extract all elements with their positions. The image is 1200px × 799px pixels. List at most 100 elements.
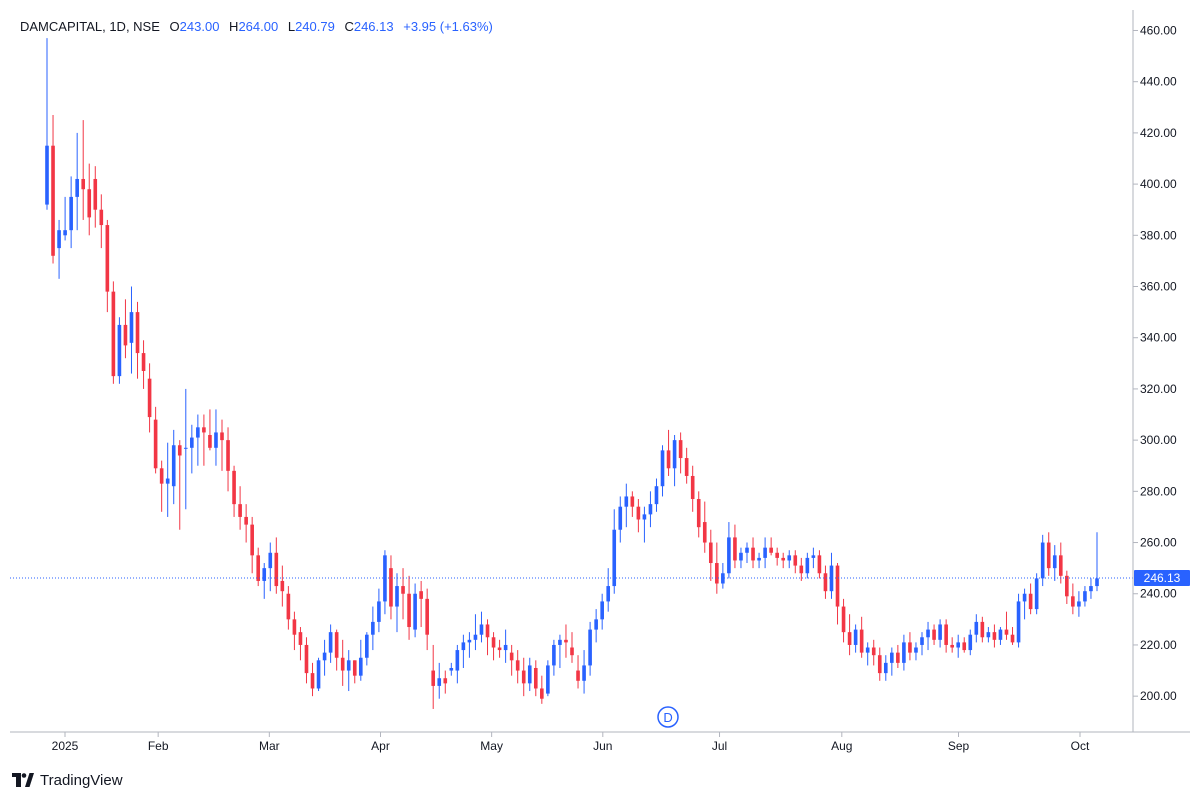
- candle[interactable]: [576, 655, 580, 689]
- candle[interactable]: [980, 616, 985, 643]
- candle[interactable]: [775, 547, 779, 566]
- candle[interactable]: [467, 632, 472, 658]
- candle[interactable]: [974, 614, 979, 643]
- candle[interactable]: [859, 616, 864, 658]
- candle[interactable]: [594, 609, 598, 643]
- candlestick-chart[interactable]: 200.00 220.00 240.00 260.00 280.00 300.00 320.…: [10, 10, 1190, 763]
- candle[interactable]: [1058, 542, 1063, 584]
- candle[interactable]: [147, 363, 152, 433]
- candle[interactable]: [666, 429, 671, 476]
- candle[interactable]: [546, 660, 550, 697]
- candle[interactable]: [533, 660, 538, 697]
- candle[interactable]: [1034, 573, 1039, 615]
- dividend-marker-icon[interactable]: D: [657, 706, 679, 728]
- candle[interactable]: [377, 588, 381, 633]
- candle[interactable]: [509, 644, 514, 676]
- candle[interactable]: [793, 550, 798, 574]
- candle[interactable]: [715, 542, 719, 594]
- candle[interactable]: [890, 647, 894, 676]
- candle[interactable]: [521, 657, 526, 697]
- candle[interactable]: [648, 491, 653, 528]
- candle[interactable]: [920, 632, 924, 656]
- candle[interactable]: [1040, 534, 1045, 587]
- candle[interactable]: [1022, 588, 1027, 620]
- candle[interactable]: [1016, 593, 1021, 648]
- candle[interactable]: [352, 660, 357, 684]
- candle[interactable]: [262, 563, 267, 599]
- candle[interactable]: [159, 460, 164, 512]
- candle[interactable]: [739, 547, 743, 569]
- candle[interactable]: [1071, 583, 1075, 615]
- candle[interactable]: [93, 166, 98, 228]
- candle[interactable]: [630, 491, 635, 517]
- candle[interactable]: [105, 219, 110, 313]
- candle[interactable]: [322, 639, 327, 676]
- candle[interactable]: [117, 317, 122, 384]
- symbol-label[interactable]: DAMCAPITAL, 1D, NSE: [20, 19, 160, 34]
- candle[interactable]: [702, 501, 707, 553]
- candle[interactable]: [371, 606, 375, 651]
- candle[interactable]: [346, 650, 351, 692]
- candle[interactable]: [944, 619, 948, 653]
- candle[interactable]: [208, 409, 212, 451]
- candle[interactable]: [606, 568, 611, 612]
- candle[interactable]: [413, 583, 417, 638]
- candle[interactable]: [636, 499, 641, 533]
- candle[interactable]: [298, 627, 303, 661]
- candle[interactable]: [214, 409, 218, 466]
- candle[interactable]: [564, 624, 568, 658]
- candle[interactable]: [274, 537, 279, 594]
- candle[interactable]: [111, 281, 116, 384]
- candle[interactable]: [503, 629, 508, 663]
- candle[interactable]: [805, 552, 810, 579]
- candle[interactable]: [310, 662, 315, 697]
- candle[interactable]: [165, 442, 170, 517]
- candle[interactable]: [914, 642, 918, 661]
- candle[interactable]: [316, 657, 321, 692]
- candle[interactable]: [956, 634, 961, 658]
- candle[interactable]: [238, 486, 242, 530]
- candle[interactable]: [407, 575, 411, 640]
- candle[interactable]: [558, 634, 562, 668]
- candle[interactable]: [395, 573, 399, 633]
- candle[interactable]: [479, 611, 484, 643]
- candle[interactable]: [431, 644, 436, 709]
- candle[interactable]: [340, 639, 345, 686]
- candle[interactable]: [902, 634, 906, 671]
- candle[interactable]: [232, 465, 236, 517]
- candle[interactable]: [286, 586, 291, 630]
- candle[interactable]: [87, 163, 92, 236]
- candle[interactable]: [877, 647, 882, 681]
- candle[interactable]: [787, 550, 792, 569]
- candle[interactable]: [684, 447, 689, 484]
- candle[interactable]: [57, 219, 61, 279]
- candle[interactable]: [358, 639, 363, 681]
- candle[interactable]: [853, 624, 858, 653]
- candle[interactable]: [268, 542, 273, 592]
- candle[interactable]: [81, 120, 86, 220]
- candle[interactable]: [721, 563, 725, 589]
- candle[interactable]: [425, 588, 429, 651]
- candle[interactable]: [1089, 578, 1093, 599]
- candle[interactable]: [1083, 586, 1087, 607]
- candle[interactable]: [708, 529, 713, 581]
- candle[interactable]: [365, 632, 369, 666]
- candle[interactable]: [678, 432, 683, 474]
- candle[interactable]: [99, 194, 104, 249]
- candle[interactable]: [328, 624, 333, 663]
- candle[interactable]: [962, 637, 967, 653]
- candle[interactable]: [515, 650, 520, 684]
- candle[interactable]: [45, 38, 49, 210]
- candle[interactable]: [624, 483, 629, 528]
- candle[interactable]: [1004, 611, 1009, 640]
- candle[interactable]: [75, 132, 79, 231]
- candle[interactable]: [226, 427, 230, 492]
- candle[interactable]: [1046, 532, 1051, 576]
- candle[interactable]: [250, 516, 254, 574]
- candle[interactable]: [968, 629, 973, 656]
- candle[interactable]: [932, 624, 936, 645]
- candle[interactable]: [745, 542, 749, 564]
- candle[interactable]: [642, 506, 647, 543]
- candle[interactable]: [908, 632, 912, 661]
- candle[interactable]: [135, 301, 140, 379]
